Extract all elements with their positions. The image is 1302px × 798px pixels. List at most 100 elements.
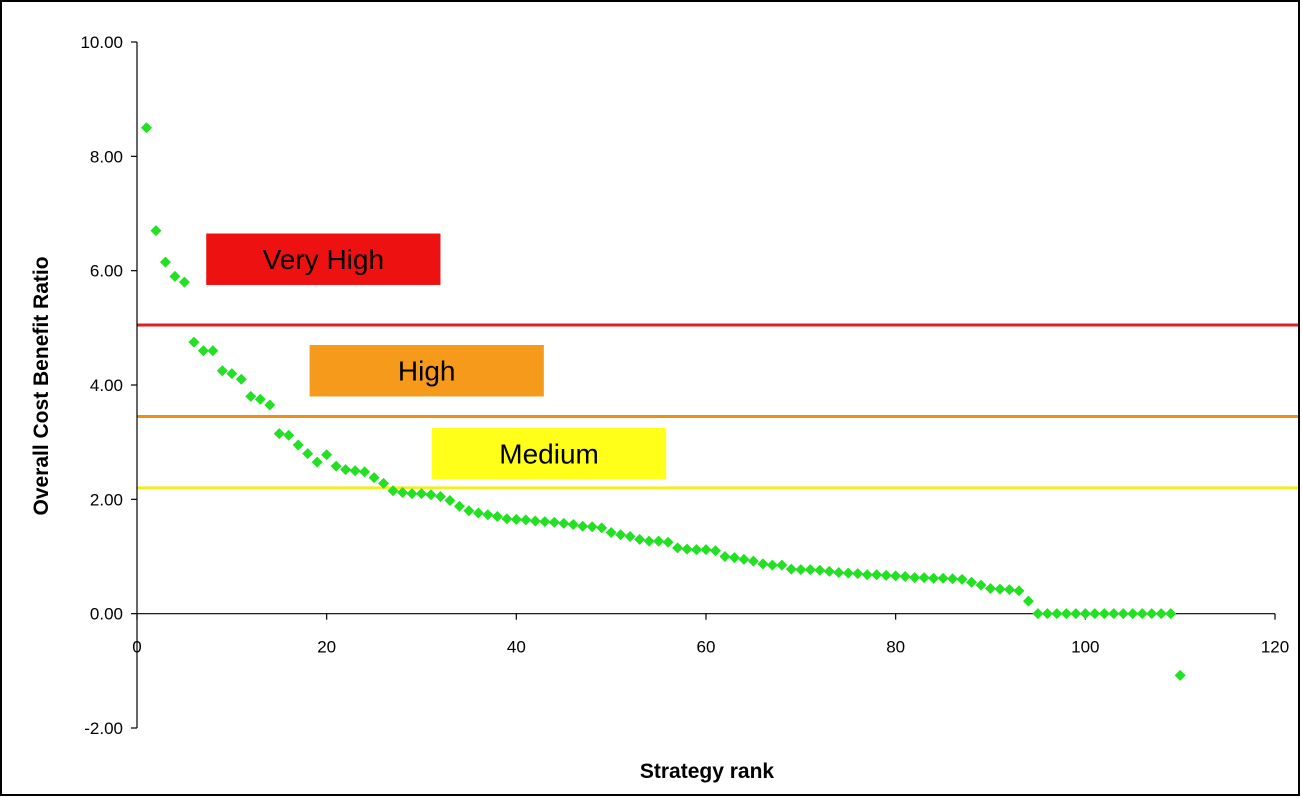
data-point [624,530,636,542]
data-point [463,505,475,517]
data-point [880,569,892,581]
data-point [188,336,200,348]
data-point [1089,608,1101,620]
data-point [776,559,788,571]
data-point [235,373,247,385]
axes [136,42,1275,728]
data-point [140,122,152,134]
data-point [861,569,873,581]
x-tick-label: 60 [697,638,716,657]
y-tick-label: 0.00 [90,605,123,624]
x-tick-label: 0 [132,638,141,657]
data-point [159,256,171,268]
data-point [615,529,627,541]
data-point [596,522,608,534]
data-point [909,572,921,584]
data-point [387,485,399,497]
category-labels: Very High High Medium [206,233,667,480]
label-box-very-high [206,233,441,285]
data-point [928,572,940,584]
data-point [709,545,721,557]
data-point [738,553,750,565]
data-point [691,544,703,556]
data-point [216,365,228,377]
data-point [899,571,911,583]
data-point [757,558,769,570]
data-point [985,583,996,595]
data-point [1003,584,1015,596]
data-point [330,460,342,472]
data-point [529,515,541,527]
data-point [947,573,959,585]
data-point [406,488,418,500]
data-point [719,551,731,562]
data-point [823,565,835,577]
threshold-lines [137,323,1298,490]
data-point [340,464,352,476]
y-tick-label: 2.00 [90,490,123,509]
data-points [140,122,1186,681]
data-point [728,552,740,564]
data-point [558,517,570,529]
x-axis-title: Strategy rank [640,760,775,783]
x-tick-label: 20 [317,638,336,657]
data-point [207,345,219,357]
data-point [643,535,655,547]
data-point [425,489,437,501]
data-point [453,500,465,512]
data-point [501,513,513,525]
data-point [1013,585,1025,597]
data-point [1032,608,1044,620]
x-tick-label: 120 [1261,638,1289,657]
data-point [1174,669,1186,681]
label-box-high [309,344,544,397]
data-point [795,564,807,576]
data-point [1108,608,1120,620]
data-point [368,472,380,484]
y-tick-label: 4.00 [90,376,123,395]
data-point [510,513,522,525]
data-point [577,520,589,532]
data-point [1070,608,1082,620]
data-point [672,542,684,554]
label-text-very-high: Very High [263,244,384,275]
data-point [890,570,902,582]
data-point [434,490,446,502]
data-point [1060,608,1072,620]
y-axis-title: Overall Cost Benefit Ratio [30,256,53,515]
data-point [937,572,949,584]
data-point [662,536,674,548]
data-point [520,514,532,526]
data-point [766,559,778,571]
data-point [1146,608,1158,620]
data-point [871,569,883,581]
data-point [994,583,1006,595]
x-tick-label: 100 [1071,638,1099,657]
data-point [1117,608,1129,620]
data-point [975,579,987,591]
data-point [349,465,361,477]
data-point [747,555,759,567]
data-point [586,521,598,533]
data-point [444,494,456,506]
data-point [397,486,409,498]
data-point [169,270,181,282]
data-point [245,390,257,402]
label-text-medium: Medium [499,439,599,470]
data-point [681,543,693,555]
y-tick-label: 8.00 [90,147,123,166]
data-point [416,488,427,500]
data-point [482,509,494,521]
data-point [491,510,503,522]
data-point [653,535,665,547]
data-point [1041,608,1053,620]
data-point [539,516,551,528]
data-point [302,448,314,460]
label-text-high: High [398,356,456,387]
data-point [1051,608,1063,620]
data-point [226,368,238,380]
data-point [1098,608,1110,620]
data-point [966,576,978,588]
data-point [852,568,864,580]
